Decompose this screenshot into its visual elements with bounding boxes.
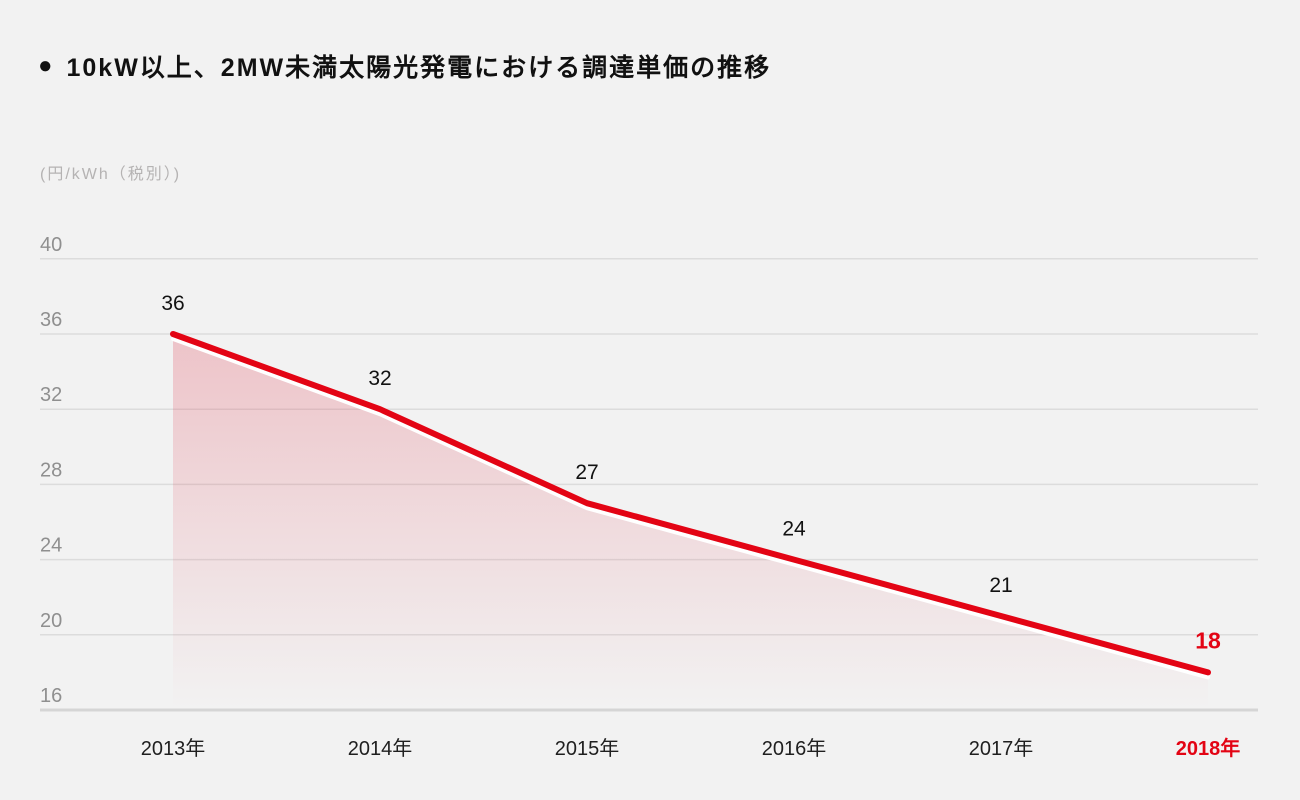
page-title: ● 10kW以上、2MW未満太陽光発電における調達単価の推移: [38, 48, 771, 84]
y-axis-labels: 40 36 32 28 24 20 16: [40, 234, 62, 707]
bullet-icon: ●: [38, 52, 55, 79]
x-axis-label: 2013年: [141, 737, 206, 760]
x-axis-label: 2016年: [762, 737, 827, 760]
data-label: 18: [1195, 627, 1221, 653]
area-fill: [173, 334, 1208, 710]
y-axis-unit-label: (円/kWh（税別）): [40, 166, 182, 183]
y-tick-label: 28: [40, 459, 62, 481]
line-shadow: [171, 337, 1210, 680]
data-label: 32: [368, 367, 391, 390]
y-tick-label: 20: [40, 610, 62, 632]
data-label: 27: [575, 461, 598, 484]
x-axis-label: 2015年: [555, 737, 620, 760]
y-tick-label: 36: [40, 309, 62, 331]
y-tick-label: 16: [40, 685, 62, 707]
price-line: [170, 331, 1211, 676]
x-axis-label: 2018年: [1176, 736, 1241, 760]
data-label: 21: [989, 574, 1012, 597]
x-axis-label: 2014年: [348, 737, 413, 760]
x-axis-label: 2017年: [969, 737, 1034, 760]
data-label: 36: [161, 292, 184, 315]
x-axis-labels: 2013年 2014年 2015年 2016年 2017年 2018年: [141, 736, 1241, 760]
y-tick-label: 32: [40, 384, 62, 406]
y-tick-label: 24: [40, 535, 62, 557]
data-labels: 36 32 27 24 21 18: [161, 292, 1221, 653]
y-tick-label: 40: [40, 234, 62, 256]
page-title-text: 10kW以上、2MW未満太陽光発電における調達単価の推移: [66, 54, 772, 82]
data-label: 24: [782, 518, 806, 541]
